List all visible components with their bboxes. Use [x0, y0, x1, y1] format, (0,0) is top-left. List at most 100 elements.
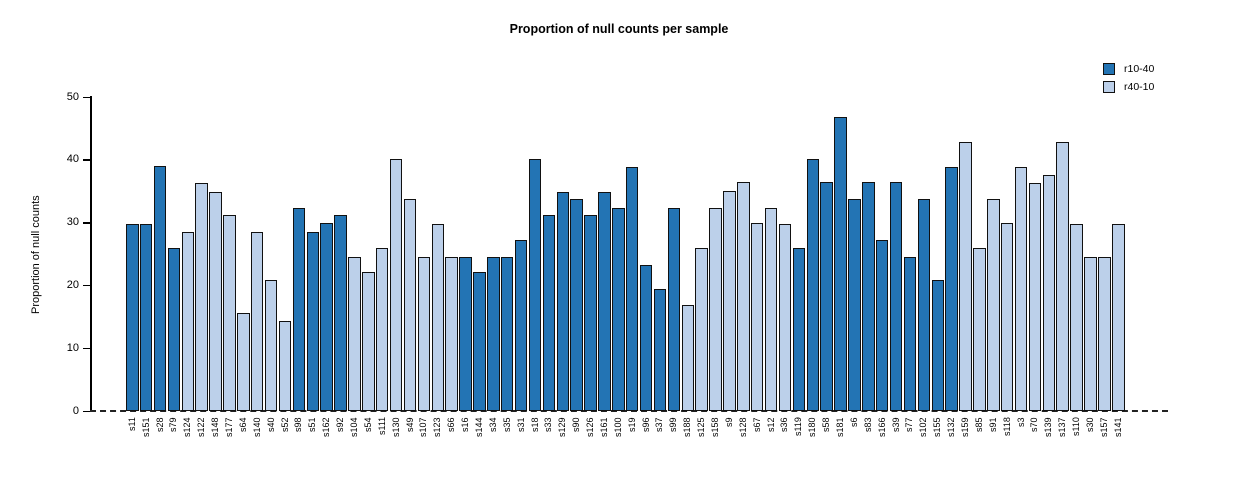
x-tick-label-s31: s31: [515, 417, 526, 432]
bar-s36: [778, 223, 792, 411]
legend-label: r10-40: [1124, 62, 1155, 75]
x-tick-label-s102: s102: [918, 417, 929, 437]
bar-s31: [514, 239, 528, 411]
y-tick-label: 40: [66, 153, 79, 166]
y-tick-label: 20: [66, 278, 79, 291]
x-tick-label-s155: s155: [932, 417, 943, 437]
x-tick-label-s161: s161: [598, 417, 609, 437]
x-tick-label-s98: s98: [293, 417, 304, 432]
x-tick-label-s64: s64: [237, 417, 248, 432]
bar-s3: [1014, 166, 1028, 411]
y-axis-tick: [83, 410, 90, 412]
x-tick-label-s119: s119: [793, 417, 804, 436]
bar-s35: [500, 257, 514, 411]
x-tick-label-s125: s125: [696, 417, 707, 437]
x-tick-label-s100: s100: [612, 417, 623, 437]
x-tick-label-s111: s111: [376, 417, 387, 436]
x-tick-label-s122: s122: [196, 417, 207, 437]
x-tick-label-s159: s159: [960, 417, 971, 437]
bar-s91: [987, 198, 1000, 411]
x-tick-label-s180: s180: [807, 417, 818, 437]
x-tick-label-s129: s129: [557, 417, 568, 437]
bar-s159: [959, 142, 972, 411]
x-tick-label-s151: s151: [140, 417, 151, 437]
x-tick-label-s83: s83: [862, 417, 873, 432]
bar-s99: [667, 207, 681, 411]
x-tick-label-s137: s137: [1057, 417, 1068, 437]
x-tick-label-s51: s51: [307, 417, 318, 432]
bar-s40: [264, 280, 278, 411]
bar-s125: [695, 247, 708, 411]
bar-s77: [903, 257, 917, 411]
legend-label: r40-10: [1124, 80, 1155, 93]
x-tick-label-s36: s36: [779, 417, 790, 432]
bar-s92: [334, 215, 347, 411]
bar-s66: [445, 257, 458, 411]
x-tick-label-s92: s92: [335, 417, 346, 432]
y-tick-label: 30: [66, 216, 79, 229]
bar-s39: [889, 182, 903, 411]
y-axis-tick: [83, 96, 90, 98]
x-tick-label-s141: s141: [1112, 417, 1123, 437]
y-tick-label: 50: [66, 90, 79, 103]
x-tick-label-s40: s40: [265, 417, 276, 432]
bar-s126: [584, 215, 597, 411]
x-tick-label-s166: s166: [876, 417, 887, 437]
bar-s34: [487, 257, 500, 411]
x-tick-label-s126: s126: [585, 417, 596, 437]
x-tick-label-s49: s49: [404, 417, 415, 432]
y-axis-line: [90, 96, 92, 412]
bar-s139: [1042, 174, 1056, 411]
legend-item-r10-40: r10-40: [1103, 61, 1154, 76]
bar-s124: [181, 232, 195, 411]
y-tick-label: 0: [72, 404, 79, 417]
x-tick-label-s9: s9: [723, 417, 734, 427]
bar-s19: [625, 166, 639, 411]
x-tick-label-s16: s16: [460, 417, 471, 432]
bar-s141: [1112, 223, 1125, 411]
y-axis-tick: [83, 222, 90, 224]
x-tick-label-s181: s181: [835, 417, 846, 437]
bar-s118: [1000, 223, 1014, 411]
bar-s148: [209, 191, 222, 411]
x-tick-label-s66: s66: [446, 417, 457, 432]
x-tick-label-s118: s118: [1001, 417, 1012, 436]
bar-s98: [292, 207, 306, 411]
y-axis-tick: [83, 347, 90, 350]
bar-s119: [792, 247, 806, 411]
x-tick-label-s19: s19: [626, 417, 637, 432]
x-tick-label-s123: s123: [432, 417, 443, 437]
x-tick-label-s130: s130: [390, 417, 401, 437]
x-tick-label-s158: s158: [710, 417, 721, 437]
bar-s85: [973, 247, 986, 411]
bar-s37: [653, 288, 667, 411]
x-tick-label-s157: s157: [1098, 417, 1109, 437]
bar-s67: [750, 223, 764, 411]
x-tick-label-s77: s77: [904, 417, 915, 432]
bar-s122: [195, 183, 208, 411]
x-tick-label-s58: s58: [821, 417, 832, 432]
bar-s128: [737, 182, 750, 411]
x-tick-label-s104: s104: [348, 417, 359, 437]
bar-s12: [764, 207, 778, 411]
bar-s129: [556, 191, 570, 411]
bar-s51: [306, 232, 320, 411]
legend-swatch-icon: [1103, 80, 1115, 93]
x-tick-label-s132: s132: [946, 417, 957, 437]
bar-s104: [348, 257, 361, 411]
bar-s9: [723, 191, 736, 411]
x-tick-label-s52: s52: [279, 417, 290, 432]
bar-s110: [1070, 223, 1083, 411]
bar-s83: [862, 182, 875, 411]
bar-s16: [459, 257, 472, 411]
legend-item-r40-10: r40-10: [1103, 79, 1154, 94]
x-tick-label-s39: s39: [890, 417, 901, 432]
x-tick-label-s107: s107: [418, 417, 429, 437]
bar-s102: [917, 199, 931, 411]
chart-title: Proportion of null counts per sample: [509, 22, 729, 36]
bar-s96: [639, 264, 653, 411]
x-tick-label-s12: s12: [765, 417, 776, 432]
zero-baseline: [90, 410, 1168, 412]
bar-s54: [362, 272, 375, 411]
x-tick-label-s34: s34: [487, 417, 498, 432]
